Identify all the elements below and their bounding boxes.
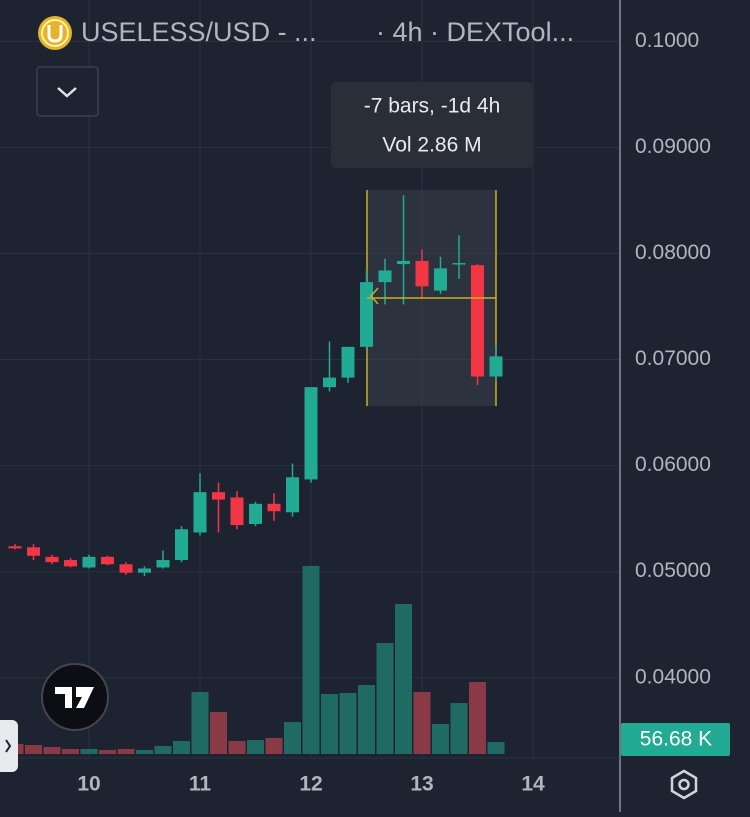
tooltip-line: -7 bars, -1d 4h (364, 95, 501, 118)
candle-body (415, 260, 429, 287)
volume-bar (210, 711, 227, 754)
candle-body (360, 282, 373, 347)
volume-layer (6, 566, 505, 754)
side-tab-arrow (5, 739, 12, 753)
y-tick-label: 0.07000 (635, 347, 711, 370)
x-tick-label: 11 (189, 773, 212, 796)
candle-body (212, 492, 225, 500)
candle-body (397, 260, 410, 265)
axis-labels: 0.1000 0.09000 0.08000 0.07000 0.06000 0.0500… (77, 29, 730, 796)
candle-body (64, 560, 77, 567)
candle-body (249, 503, 262, 524)
coin-icon (38, 16, 72, 50)
volume-bar (450, 702, 468, 754)
volume-bar (358, 685, 375, 754)
volume-bar (117, 749, 135, 754)
candle-body (193, 492, 207, 533)
last-volume-badge (621, 723, 730, 756)
volume-bar (43, 747, 61, 754)
candle-body (82, 556, 96, 568)
volume-bar (413, 692, 431, 754)
volume-bar (99, 749, 116, 754)
volume-bar (487, 742, 505, 754)
candle-body (434, 268, 447, 291)
y-tick-label: 0.09000 (635, 135, 711, 158)
settings-icon[interactable] (670, 769, 698, 800)
candle-body (267, 503, 281, 512)
collapse-button[interactable] (36, 66, 99, 117)
logo[interactable] (41, 663, 109, 731)
y-tick-label: 0.1000 (635, 29, 699, 52)
candle-body (119, 564, 133, 573)
x-tick-label: 14 (521, 773, 545, 796)
candle-body (8, 546, 22, 549)
y-tick-label: 0.05000 (635, 559, 711, 582)
y-tick-label: 0.04000 (635, 665, 711, 688)
volume-bar (284, 722, 301, 754)
chart-title: USELESS/USD - ... (81, 17, 317, 47)
candle-body (175, 529, 188, 561)
tooltip (331, 82, 533, 168)
x-tick-label: 10 (77, 773, 100, 796)
volume-bar (432, 724, 449, 754)
x-tick-label: 13 (410, 773, 433, 796)
volume-bar (191, 692, 209, 754)
candle-body (452, 263, 466, 265)
candle-body (341, 346, 355, 378)
volume-bar (136, 749, 153, 754)
chart-subtitle: · 4h · DEXTool... (376, 17, 574, 47)
candle-body (304, 387, 318, 480)
candle-body (101, 556, 114, 565)
volume-bar (376, 642, 394, 754)
candle-body (27, 547, 40, 556)
candle-body (230, 497, 244, 526)
volume-bar (247, 740, 264, 754)
volume-bar (80, 749, 98, 754)
volume-bar (62, 749, 79, 754)
coin-icon-glyph (47, 25, 63, 43)
candle-body (156, 560, 170, 568)
candle-body (138, 568, 151, 573)
x-tick-label: 12 (299, 773, 322, 796)
candle-layer (8, 195, 503, 576)
volume-bar (154, 745, 172, 754)
candle-body (45, 556, 59, 563)
logo-glyph (55, 687, 94, 708)
candle-body (489, 356, 503, 377)
candle-body (286, 477, 299, 513)
tooltip-line: Vol 2.86 M (382, 134, 481, 157)
volume-bar (321, 694, 338, 754)
chevron-icon (57, 87, 77, 98)
last-volume-label: 56.68 K (640, 728, 712, 751)
volume-bar (25, 745, 42, 754)
candle-body (471, 265, 484, 377)
candle-body (378, 270, 392, 283)
coin-icon-ring (41, 19, 69, 47)
candle-body (323, 377, 336, 388)
volume-bar (173, 741, 190, 754)
volume-bar (395, 604, 412, 754)
y-tick-label: 0.06000 (635, 453, 711, 476)
settings-icon-center (678, 778, 690, 791)
volume-bar (339, 693, 357, 754)
volume-bar (228, 741, 246, 754)
volume-bar (469, 681, 486, 754)
volume-bar (302, 566, 320, 754)
measure-arrow (370, 287, 379, 305)
volume-bar (265, 737, 283, 754)
y-tick-label: 0.08000 (635, 241, 711, 264)
